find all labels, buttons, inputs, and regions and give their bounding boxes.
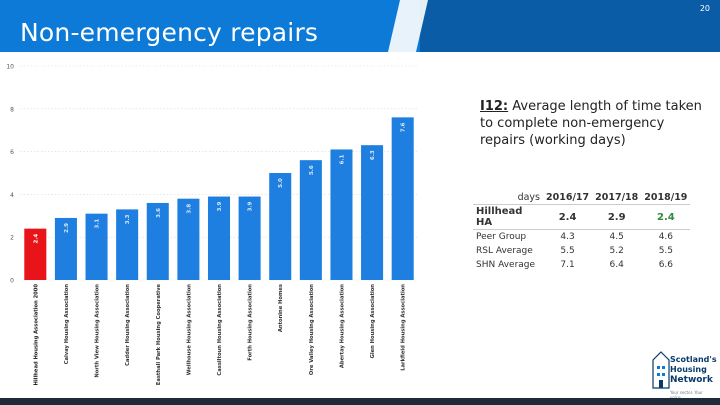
- y-tick-label: 8: [10, 106, 14, 113]
- bar: [361, 145, 384, 280]
- x-category-label: Wellhouse Housing Association: [186, 284, 192, 376]
- stats-value: 6.6: [658, 260, 674, 270]
- stats-table: days 2016/17 2017/18 2018/19 Hillhead HA…: [473, 190, 691, 272]
- stats-row-hillhead: Hillhead HA 2.4 2.9 2.4: [473, 204, 691, 230]
- footer-bar: [0, 398, 720, 405]
- logo-tagline: Your sector. Your voice: [670, 390, 703, 400]
- y-tick-label: 6: [10, 149, 14, 156]
- bar-data-label: 3.8: [186, 204, 192, 214]
- bar-data-label: 3.9: [217, 201, 223, 211]
- x-category-label: Larkfield Housing Association: [401, 284, 407, 371]
- bar-chart: 0 2 4 6 8 10 2.4 Hillhead Housing Association 2…: [6, 64, 418, 386]
- page-title: Non-emergency repairs: [20, 18, 319, 47]
- stats-row-label: RSL Average: [476, 246, 533, 256]
- bar: [146, 202, 169, 280]
- stats-row-label: Peer Group: [476, 232, 527, 242]
- bar: [24, 228, 47, 280]
- stats-col-header: 2018/19: [641, 190, 691, 205]
- bar: [54, 217, 77, 280]
- header-accent: [420, 0, 720, 52]
- shn-logo: Scotland's Housing Network Your sector. …: [652, 350, 717, 400]
- bar: [85, 213, 108, 280]
- bar: [238, 196, 261, 280]
- stats-value: 4.6: [658, 232, 674, 242]
- bar-data-label: 3.6: [156, 208, 162, 218]
- chart-labels: 0 2 4 6 8 10 2.4 Hillhead Housing Association 2…: [6, 64, 406, 386]
- y-tick-label: 4: [10, 192, 14, 199]
- stats-row-rsl-average: RSL Average 5.5 5.2 5.5: [473, 244, 690, 258]
- stats-col-header: 2016/17: [543, 190, 593, 205]
- bar: [207, 196, 231, 280]
- indicator-text: Average length of time taken to complete…: [480, 99, 702, 148]
- x-category-label: Easthall Park Housing Cooperative: [156, 284, 162, 386]
- y-tick-label: 10: [6, 64, 14, 71]
- bar-data-label: 7.6: [401, 122, 407, 132]
- stats-row-shn-average: SHN Average 7.1 6.4 6.6: [473, 258, 690, 272]
- stats-value: 6.4: [609, 260, 624, 270]
- x-category-label: Hillhead Housing Association 2000: [33, 284, 39, 386]
- stats-row-peer-group: Peer Group 4.3 4.5 4.6: [473, 230, 690, 245]
- x-category-label: Calvay Housing Association: [64, 284, 70, 365]
- stats-unit-label: days: [517, 191, 540, 203]
- logo-line: Scotland's: [670, 355, 717, 364]
- stats-value: 2.4: [641, 204, 691, 230]
- page-number: 20: [699, 4, 710, 13]
- bar-data-label: 3.1: [95, 219, 101, 229]
- x-category-label: Cassiltoun Housing Association: [217, 284, 223, 376]
- logo-line: Network: [670, 375, 713, 385]
- bar-data-label: 5.6: [309, 165, 315, 175]
- bar: [269, 173, 292, 280]
- bar: [391, 117, 414, 280]
- y-tick-label: 0: [10, 278, 14, 285]
- x-category-label: Antonine Homes: [278, 284, 284, 332]
- stats-value: 4.5: [609, 232, 624, 242]
- bar: [299, 160, 322, 280]
- indicator-description: I12: Average length of time taken to com…: [480, 98, 710, 149]
- stats-value: 5.5: [560, 246, 575, 256]
- bar-data-label: 5.0: [278, 178, 284, 188]
- bar-data-label: 3.3: [125, 214, 131, 224]
- chart-bars: [24, 117, 414, 280]
- bar: [116, 209, 139, 280]
- logo-line: Housing: [670, 365, 707, 374]
- x-category-label: North View Housing Association: [95, 284, 101, 378]
- stats-value: 7.1: [560, 260, 575, 270]
- bar-data-label: 2.9: [64, 223, 70, 233]
- y-tick-label: 2: [10, 235, 14, 242]
- x-category-label: Glen Housing Association: [370, 284, 376, 359]
- x-category-label: Ore Valley Housing Association: [309, 284, 315, 375]
- stats-row-label: Hillhead HA: [473, 204, 543, 230]
- bar-data-label: 3.9: [248, 201, 254, 211]
- x-category-label: Abertay Housing Association: [339, 284, 345, 368]
- stats-value: 4.3: [560, 232, 575, 242]
- bar: [177, 198, 200, 280]
- x-category-label: Forth Housing Association: [248, 284, 254, 361]
- stats-value: 5.5: [658, 246, 674, 256]
- bar-data-label: 6.3: [370, 150, 376, 160]
- bar-data-label: 2.4: [33, 234, 39, 244]
- stats-value: 2.4: [543, 204, 593, 230]
- indicator-code: I12:: [480, 99, 509, 114]
- stats-value: 5.2: [609, 246, 624, 256]
- x-category-label: Cadder Housing Association: [125, 284, 131, 366]
- stats-row-label: SHN Average: [476, 260, 536, 270]
- houses-icon: [652, 351, 670, 389]
- stats-col-header: 2017/18: [592, 190, 642, 205]
- bar: [330, 149, 353, 280]
- stats-value: 2.9: [592, 204, 642, 230]
- bar-data-label: 6.1: [339, 154, 345, 164]
